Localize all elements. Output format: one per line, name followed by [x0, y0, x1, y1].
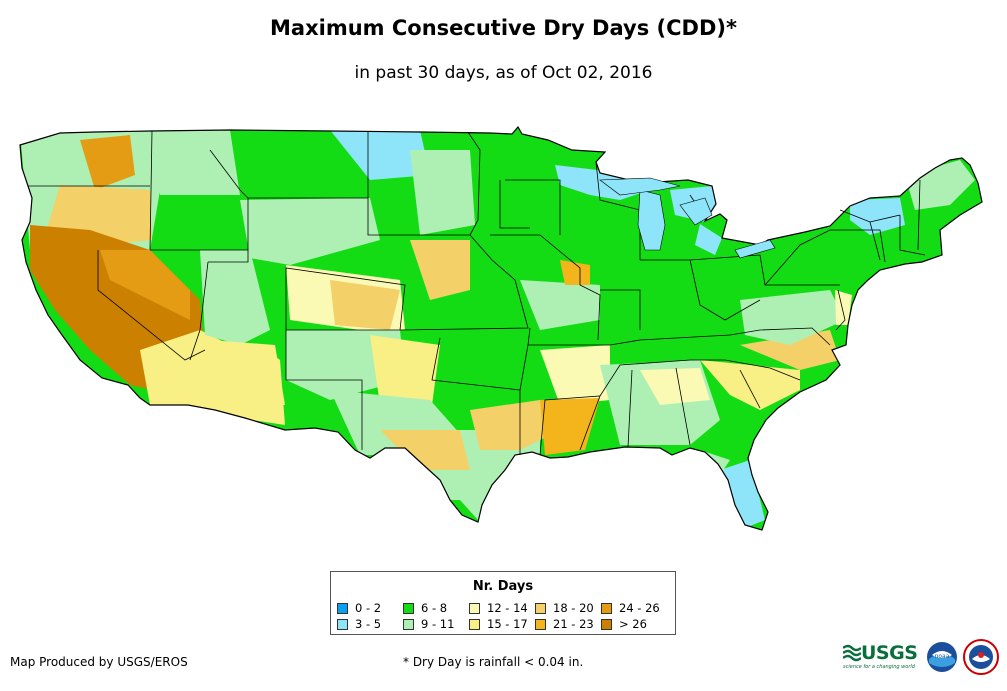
- legend-swatch: [337, 619, 348, 630]
- cdd-zone: [740, 290, 845, 345]
- cdd-zone: [540, 345, 610, 405]
- legend-item: 0 - 2: [337, 602, 381, 615]
- legend-label: 21 - 23: [553, 617, 594, 631]
- cdd-zone: [835, 290, 852, 325]
- cdd-zone: [520, 280, 600, 330]
- legend-label: 15 - 17: [487, 617, 528, 631]
- legend: Nr. Days 0 - 2 3 - 5 6 - 8 9 - 11 12 - 14 15 …: [330, 571, 676, 635]
- cdd-zone: [380, 430, 470, 470]
- noaa-logo-icon: noaa: [927, 642, 957, 672]
- cdd-zone: [700, 360, 800, 410]
- cdd-zone: [740, 330, 840, 370]
- legend-item: 21 - 23: [535, 618, 594, 631]
- cdd-zone: [695, 224, 722, 255]
- legend-item: 24 - 26: [601, 602, 660, 615]
- cdd-zone: [240, 198, 380, 265]
- legend-label: 24 - 26: [619, 601, 660, 615]
- cdd-zone: [330, 130, 430, 180]
- legend-swatch: [469, 603, 480, 614]
- legend-label: 9 - 11: [421, 617, 455, 631]
- legend-swatch: [601, 619, 612, 630]
- legend-item: 18 - 20: [535, 602, 594, 615]
- cdd-zone: [850, 198, 905, 235]
- noaa-wordmark: noaa: [935, 653, 950, 660]
- legend-title: Nr. Days: [472, 579, 534, 594]
- cdd-zone: [200, 250, 270, 345]
- cdd-zone: [640, 368, 710, 405]
- cdd-zone: [150, 130, 240, 195]
- legend-item: 3 - 5: [337, 618, 381, 631]
- legend-swatch: [535, 619, 546, 630]
- cdd-zone: [210, 340, 285, 410]
- legend-label: > 26: [619, 617, 647, 631]
- legend-swatch: [601, 603, 612, 614]
- legend-label: 3 - 5: [355, 617, 382, 631]
- legend-label: 18 - 20: [553, 601, 594, 615]
- legend-swatch: [403, 603, 414, 614]
- legend-label: 6 - 8: [421, 601, 448, 615]
- legend-label: 0 - 2: [355, 601, 382, 615]
- legend-item: > 26: [601, 618, 647, 631]
- map-title: Maximum Consecutive Dry Days (CDD)*: [270, 16, 737, 40]
- cdd-zone: [410, 150, 475, 235]
- legend-swatch: [403, 619, 414, 630]
- legend-item: 12 - 14: [469, 602, 528, 615]
- footnote: * Dry Day is rainfall < 0.04 in.: [403, 655, 584, 669]
- usgs-wordmark: USGS: [861, 642, 918, 664]
- legend-item: 6 - 8: [403, 602, 447, 615]
- legend-item: 9 - 11: [403, 618, 454, 631]
- legend-swatch: [337, 603, 348, 614]
- legend-label: 12 - 14: [487, 601, 528, 615]
- cdd-zone: [560, 260, 590, 285]
- legend-swatch: [469, 619, 480, 630]
- cdd-zone: [470, 400, 560, 450]
- cdd-zone: [80, 135, 135, 190]
- map-credit: Map Produced by USGS/EROS: [10, 655, 188, 669]
- cdd-zone: [720, 460, 765, 528]
- cdd-zone: [330, 280, 400, 330]
- cdd-zone: [410, 240, 470, 300]
- legend-swatch: [535, 603, 546, 614]
- usgs-tagline: science for a changing world: [843, 664, 915, 670]
- legend-item: 15 - 17: [469, 618, 528, 631]
- nws-logo-icon: [963, 639, 999, 675]
- cdd-zone: [100, 250, 190, 320]
- map-subtitle: in past 30 days, as of Oct 02, 2016: [354, 63, 653, 83]
- cdd-zone: [540, 398, 600, 455]
- usgs-logo-icon: USGS science for a changing world: [843, 642, 923, 670]
- lake-outlines: [599, 177, 776, 259]
